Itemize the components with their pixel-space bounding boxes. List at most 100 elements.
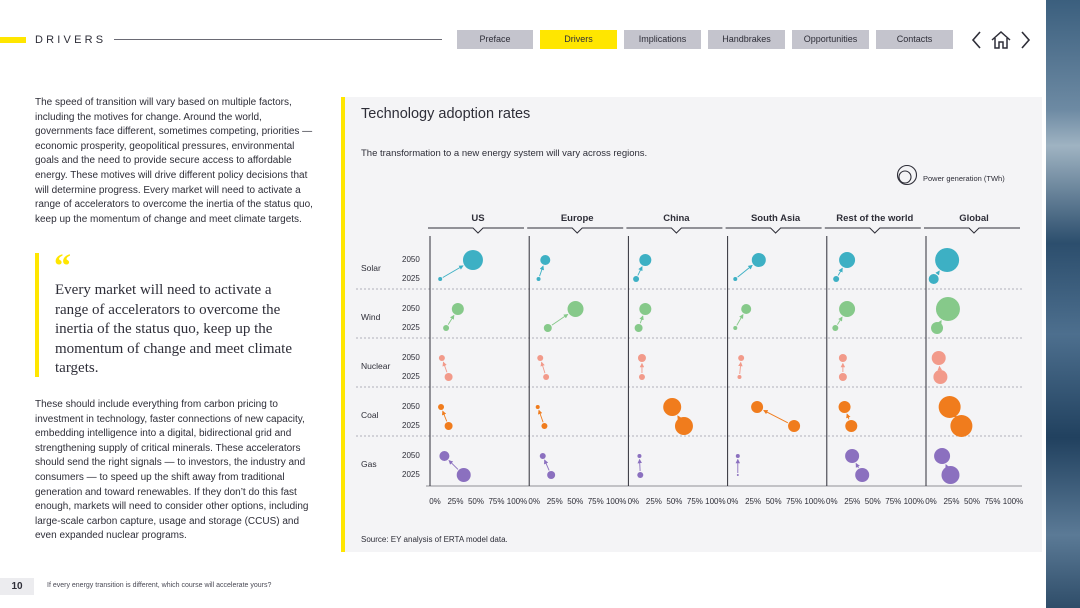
chart-source: Source: EY analysis of ERTA model data. [361,535,508,544]
region-header-europe: Europe [561,213,594,224]
year-label-2050: 2050 [402,353,420,362]
x-tick-label: 25% [447,497,463,506]
point-gas-europe-2050 [539,453,546,459]
arrow-gas-europe [544,459,550,471]
header-rule [114,39,442,40]
nav-drivers[interactable]: Drivers [540,30,617,49]
x-tick-label: 0% [727,497,739,506]
year-label-2025: 2025 [402,274,420,283]
arrow-coal-china [677,415,682,421]
arrow-gas-rest-of-the-world [855,462,860,469]
region-header-rule [924,227,1020,234]
point-nuclear-rest-of-the-world-2050 [838,354,847,362]
nav-preface[interactable]: Preface [457,30,533,49]
nav-implications[interactable]: Implications [624,30,701,49]
body-paragraph: These should include everything from car… [35,399,309,542]
point-solar-rest-of-the-world-2050 [839,252,856,268]
row-label-nuclear: Nuclear [361,361,390,371]
x-tick-label: 100% [804,497,824,506]
point-solar-us-2025 [438,277,443,281]
year-label-2025: 2025 [402,470,420,479]
x-tick-label: 50% [468,497,484,506]
x-tick-label: 100% [1003,497,1023,506]
point-gas-global-2025 [941,466,960,484]
point-wind-europe-2050 [567,301,584,317]
point-wind-us-2025 [443,325,450,331]
nav-opportunities[interactable]: Opportunities [792,30,869,49]
x-tick-label: 75% [687,497,703,506]
region-header-rest-of-the-world: Rest of the world [836,213,913,224]
region-header-rule [527,227,624,234]
home-icon[interactable] [990,29,1012,51]
chevron-left-icon[interactable] [967,29,987,51]
point-coal-rest-of-the-world-2025 [845,420,858,432]
x-tick-label: 25% [745,497,761,506]
chevron-right-icon[interactable] [1015,29,1035,51]
point-solar-china-2050 [639,254,652,266]
point-coal-global-2050 [938,396,961,418]
adoption-chart: US Europe China South Asia Rest of the world… [356,213,1023,506]
x-tick-label: 75% [588,497,604,506]
arrow-coal-us [441,410,448,422]
point-wind-global-2050 [935,297,960,321]
arrow-wind-global [937,320,942,326]
arrow-gas-global [945,464,950,470]
nav-handbrakes[interactable]: Handbrakes [708,30,785,49]
x-tick-label: 75% [786,497,802,506]
x-tick-label: 25% [646,497,662,506]
x-tick-label: 0% [429,497,441,506]
point-coal-china-2025 [674,417,693,435]
point-coal-rest-of-the-world-2050 [838,401,851,413]
point-wind-global-2025 [931,322,944,334]
point-gas-south-asia-2025 [736,474,739,476]
point-gas-china-2025 [637,472,644,478]
point-wind-us-2050 [451,303,464,315]
point-coal-us-2050 [438,404,445,410]
x-tick-label: 75% [885,497,901,506]
point-solar-europe-2025 [536,277,541,281]
arrow-wind-south-asia [736,313,744,326]
year-label-2025: 2025 [402,323,420,332]
footer-text: If every energy transition is different,… [47,582,272,589]
x-tick-label: 100% [904,497,924,506]
arrow-nuclear-europe [540,361,546,374]
point-wind-china-2050 [639,303,652,315]
arrow-solar-rest-of-the-world [837,267,843,276]
arrow-nuclear-south-asia [738,361,743,375]
x-tick-label: 0% [925,497,937,506]
nav-contacts[interactable]: Contacts [876,30,953,49]
x-tick-label: 100% [606,497,626,506]
row-label-gas: Gas [361,459,377,469]
arrow-wind-rest-of-the-world [837,316,843,325]
point-coal-south-asia-2025 [788,420,801,432]
point-gas-europe-2025 [547,471,556,479]
size-legend-label: Power generation (TWh) [923,174,1005,183]
point-wind-rest-of-the-world-2025 [832,325,839,331]
pull-quote: Every market will need to activate a ran… [55,282,292,377]
point-nuclear-us-2025 [444,373,453,381]
arrow-solar-south-asia [737,264,753,278]
point-solar-us-2050 [462,250,483,270]
point-coal-europe-2050 [535,405,540,409]
x-tick-label: 50% [865,497,881,506]
region-header-south-asia: South Asia [751,213,801,224]
point-coal-us-2025 [444,422,453,430]
point-nuclear-china-2025 [638,374,645,380]
arrow-coal-rest-of-the-world [846,413,851,420]
row-label-wind: Wind [361,312,381,322]
x-tick-label: 0% [826,497,838,506]
region-header-rule [725,227,822,234]
arrow-solar-global [935,270,940,276]
arrow-coal-south-asia [763,410,789,424]
point-coal-europe-2025 [541,423,548,429]
point-wind-rest-of-the-world-2050 [839,301,856,317]
point-solar-south-asia-2025 [733,277,738,281]
background-photo-edge [1046,0,1080,608]
point-nuclear-us-2050 [438,355,445,361]
point-nuclear-south-asia-2050 [738,355,745,361]
x-tick-label: 50% [666,497,682,506]
x-tick-label: 0% [528,497,540,506]
x-tick-label: 75% [984,497,1000,506]
year-label-2050: 2050 [402,255,420,264]
point-gas-rest-of-the-world-2050 [845,449,860,463]
